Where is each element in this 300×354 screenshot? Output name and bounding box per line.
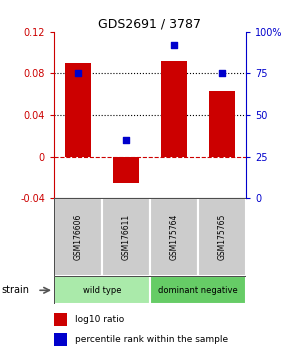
Point — [124, 137, 128, 143]
Bar — [65, 63, 91, 156]
Bar — [54, 276, 150, 304]
Text: dominant negative: dominant negative — [158, 286, 238, 295]
Text: strain: strain — [2, 285, 29, 295]
Bar — [54, 313, 68, 326]
Bar — [150, 198, 198, 276]
Text: GSM176606: GSM176606 — [74, 214, 82, 261]
Bar — [161, 61, 187, 156]
Point — [220, 71, 224, 76]
Title: GDS2691 / 3787: GDS2691 / 3787 — [98, 18, 202, 31]
Bar — [198, 198, 246, 276]
Bar — [209, 91, 235, 156]
Bar — [102, 198, 150, 276]
Bar — [150, 276, 246, 304]
Bar — [54, 333, 68, 346]
Text: log10 ratio: log10 ratio — [75, 315, 124, 324]
Text: GSM176611: GSM176611 — [122, 214, 130, 260]
Point — [172, 42, 176, 48]
Point — [76, 71, 80, 76]
Text: GSM175764: GSM175764 — [169, 214, 178, 261]
Bar — [113, 156, 139, 183]
Bar — [54, 198, 102, 276]
Text: GSM175765: GSM175765 — [218, 214, 226, 261]
Text: wild type: wild type — [83, 286, 121, 295]
Text: percentile rank within the sample: percentile rank within the sample — [75, 335, 228, 344]
